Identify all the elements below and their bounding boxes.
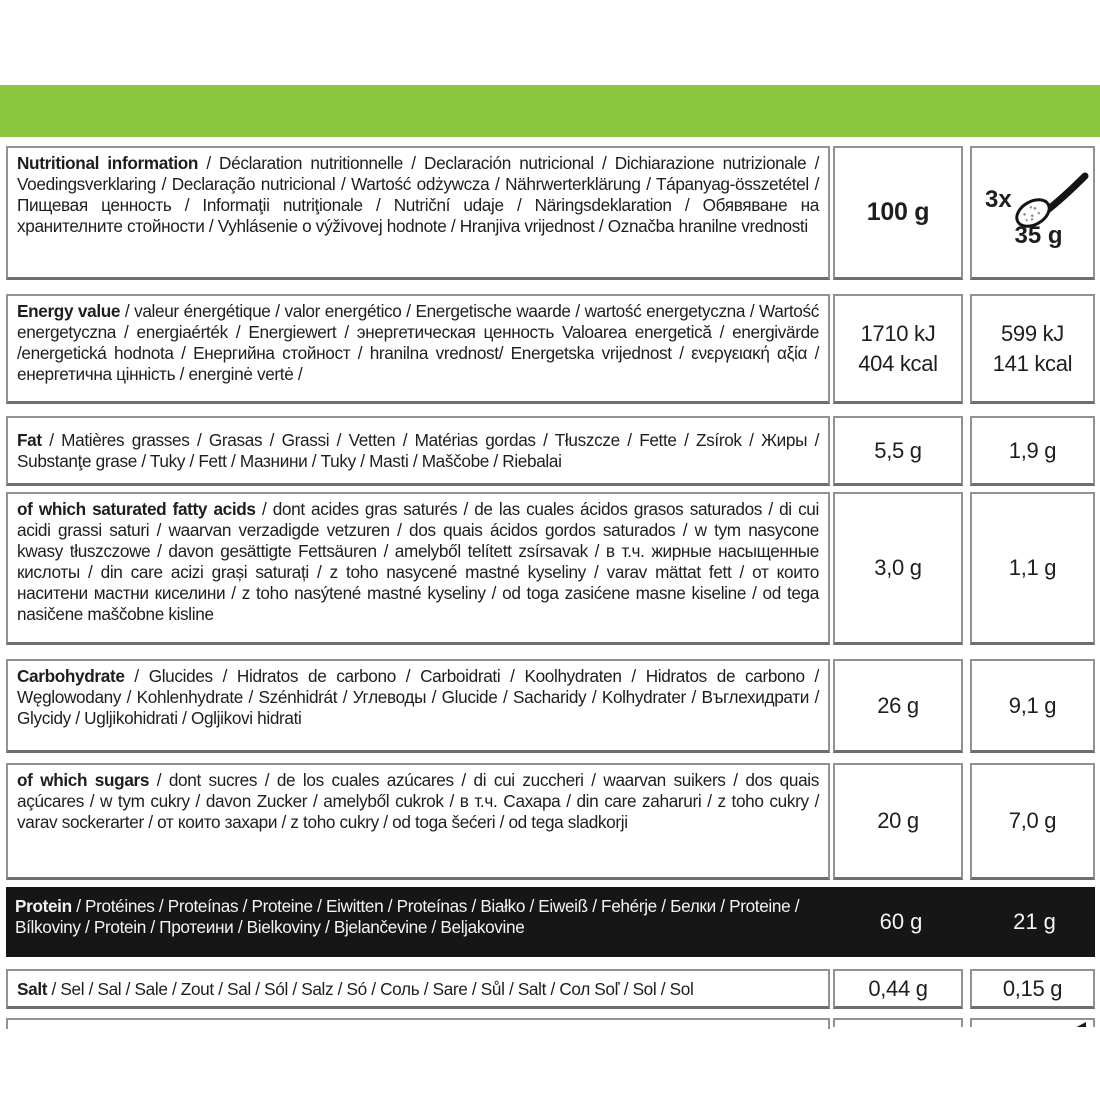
row-salt-description: Salt / Sel / Sal / Sale / Zout / Sal / S… — [6, 969, 830, 1009]
serving-weight: 35 g — [1014, 222, 1063, 249]
row-carbohydrate-per-100g: 26 g — [833, 659, 963, 753]
row-energy-description: Energy value / valeur énergétique / valo… — [6, 294, 830, 404]
row-fat-per-serving: 1,9 g — [970, 416, 1095, 486]
row-energy-per-100g: 1710 kJ 404 kcal — [833, 294, 963, 404]
row-protein-band: Protein / Protéines / Proteínas / Protei… — [6, 887, 1095, 957]
header-translations: / Déclaration nutritionnelle / Declaraci… — [17, 153, 819, 236]
header-description-cell: Nutritional information / Déclaration nu… — [6, 146, 830, 280]
spoon-handle-tip-icon — [1069, 1022, 1086, 1027]
header-serving-cell: 3x 35 g — [970, 146, 1095, 280]
sugars-translations: / dont sucres / de los cuales azúcares /… — [17, 770, 819, 832]
saturated-translations: / dont acides gras saturés / de las cual… — [17, 499, 819, 624]
salt-translations: / Sel / Sal / Sale / Zout / Sal / Sól / … — [47, 978, 694, 999]
row-salt-per-100g: 0,44 g — [833, 969, 963, 1009]
header-per-100g-cell: 100 g — [833, 146, 963, 280]
partial-row-description — [6, 1018, 830, 1029]
row-protein-per-100g: 60 g — [879, 909, 923, 934]
row-carbohydrate-per-serving: 9,1 g — [970, 659, 1095, 753]
row-salt-per-serving: 0,15 g — [970, 969, 1095, 1009]
row-sugars-description: of which sugars / dont sucres / de los c… — [6, 763, 830, 880]
protein-translations: / Protéines / Proteínas / Proteine / Eiw… — [15, 896, 800, 937]
fat-translations: / Matières grasses / Grasas / Grassi / V… — [17, 430, 819, 471]
protein-term: Protein — [15, 896, 72, 916]
energy-term: Energy value — [17, 301, 121, 321]
row-sugars-per-serving: 7,0 g — [970, 763, 1095, 880]
row-sugars-per-100g: 20 g — [833, 763, 963, 880]
carbohydrate-term: Carbohydrate — [17, 666, 125, 686]
row-protein-per-serving: 21 g — [1013, 909, 1056, 934]
header-term: Nutritional information — [17, 153, 199, 173]
header-text: Nutritional information / Déclaration nu… — [17, 153, 819, 237]
row-fat-per-100g: 5,5 g — [833, 416, 963, 486]
row-protein-description: Protein / Protéines / Proteínas / Protei… — [15, 896, 805, 938]
brand-color-bar — [0, 85, 1100, 137]
energy-translations: / valeur énergétique / valor energético … — [17, 301, 819, 384]
row-energy-per-serving: 599 kJ 141 kcal — [970, 294, 1095, 404]
row-saturated-description: of which saturated fatty acids / dont ac… — [6, 492, 830, 645]
per-100g-label: 100 g — [866, 198, 930, 226]
serving-multiplier: 3x — [985, 186, 1012, 213]
salt-term: Salt — [17, 978, 48, 999]
sugars-term: of which sugars — [17, 770, 150, 790]
fat-term: Fat — [17, 430, 42, 450]
spoon-icon — [1011, 170, 1091, 233]
carbohydrate-translations: / Glucides / Hidratos de carbono / Carbo… — [17, 666, 819, 728]
saturated-term: of which saturated fatty acids — [17, 499, 256, 519]
row-carbohydrate-description: Carbohydrate / Glucides / Hidratos de ca… — [6, 659, 830, 753]
row-saturated-per-serving: 1,1 g — [970, 492, 1095, 645]
partial-row-per-serving — [970, 1018, 1095, 1027]
row-saturated-per-100g: 3,0 g — [833, 492, 963, 645]
partial-row-per-100g — [833, 1018, 963, 1027]
row-fat-description: Fat / Matières grasses / Grasas / Grassi… — [6, 416, 830, 486]
